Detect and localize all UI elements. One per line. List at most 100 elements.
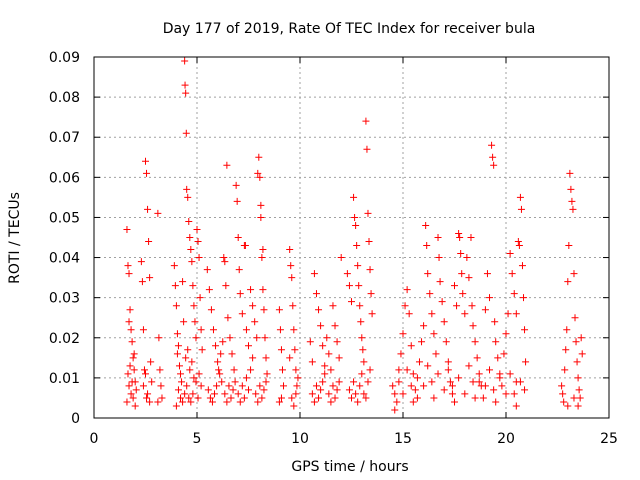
data-point	[467, 234, 475, 241]
data-point	[461, 310, 469, 318]
data-point	[577, 334, 585, 342]
data-point	[186, 366, 194, 374]
data-point	[494, 354, 502, 362]
data-point	[436, 278, 444, 286]
data-point	[335, 378, 343, 386]
data-point	[249, 302, 257, 310]
data-point	[348, 394, 355, 402]
data-point	[479, 394, 487, 402]
data-point	[448, 390, 456, 398]
data-point	[345, 282, 353, 290]
data-point	[310, 398, 318, 406]
data-point	[223, 161, 231, 169]
data-point	[194, 238, 202, 246]
data-point	[241, 242, 249, 250]
data-point	[195, 254, 203, 262]
data-point	[192, 378, 200, 386]
data-point	[469, 322, 477, 330]
y-tick-label: 0.05	[49, 210, 80, 226]
data-point	[365, 238, 373, 246]
data-point	[187, 246, 195, 254]
x-tick-label: 25	[600, 431, 618, 447]
y-tick-label: 0.08	[49, 90, 80, 106]
data-point	[481, 306, 489, 314]
data-point	[140, 366, 148, 374]
data-point	[289, 302, 297, 310]
data-point	[413, 374, 421, 382]
data-point	[569, 205, 577, 213]
data-point	[359, 346, 367, 354]
data-point	[321, 370, 329, 378]
data-point	[290, 402, 298, 410]
data-point	[186, 234, 194, 241]
data-point	[573, 358, 581, 366]
data-point	[227, 394, 235, 402]
data-point	[420, 382, 428, 390]
data-point	[413, 394, 421, 402]
data-point	[205, 286, 213, 294]
data-point	[221, 258, 229, 266]
data-point	[275, 306, 283, 314]
data-point	[170, 262, 178, 270]
data-point	[520, 294, 528, 302]
data-point	[171, 282, 179, 290]
data-point	[444, 366, 452, 374]
data-point	[564, 278, 572, 286]
data-point	[486, 366, 494, 374]
data-point	[139, 382, 147, 390]
data-point	[319, 378, 327, 386]
data-point	[516, 378, 524, 386]
data-point	[560, 398, 568, 406]
data-point	[187, 398, 195, 406]
data-point	[144, 205, 152, 213]
data-point	[217, 350, 225, 358]
data-point	[354, 262, 362, 270]
data-point	[198, 346, 206, 354]
data-point	[174, 386, 182, 394]
data-point	[179, 278, 187, 286]
data-point	[233, 197, 241, 205]
data-point	[260, 306, 268, 314]
data-point	[143, 169, 151, 177]
data-point	[354, 398, 362, 406]
data-point	[327, 398, 335, 406]
data-point	[461, 390, 469, 398]
data-point	[229, 386, 237, 394]
data-point	[181, 390, 189, 398]
data-point	[216, 370, 224, 378]
data-point	[403, 366, 411, 374]
data-point	[411, 386, 419, 394]
data-point	[335, 354, 343, 362]
y-tick-label: 0.04	[49, 251, 80, 267]
data-point	[277, 394, 285, 402]
data-point	[327, 366, 335, 374]
data-point	[292, 366, 300, 374]
data-point	[213, 382, 221, 390]
data-point	[154, 398, 162, 406]
y-tick-label: 0	[71, 411, 80, 427]
data-point	[368, 310, 376, 318]
data-point	[571, 314, 579, 322]
data-point	[147, 358, 155, 366]
data-point	[144, 390, 152, 398]
data-point	[131, 402, 139, 410]
data-point	[288, 394, 296, 402]
data-point	[566, 169, 574, 177]
data-point	[459, 290, 467, 298]
data-point	[290, 326, 298, 334]
data-point	[251, 318, 259, 326]
data-point	[514, 238, 522, 246]
data-point	[518, 262, 526, 270]
data-point	[236, 398, 244, 406]
data-point	[127, 390, 135, 398]
x-tick-label: 5	[193, 431, 202, 447]
data-point	[430, 394, 438, 402]
data-point	[232, 181, 240, 189]
data-point	[315, 306, 323, 314]
data-point	[395, 366, 403, 374]
data-point	[435, 254, 443, 262]
data-point	[294, 374, 302, 382]
data-point	[438, 298, 446, 306]
data-point	[172, 302, 180, 310]
data-point	[434, 370, 442, 378]
